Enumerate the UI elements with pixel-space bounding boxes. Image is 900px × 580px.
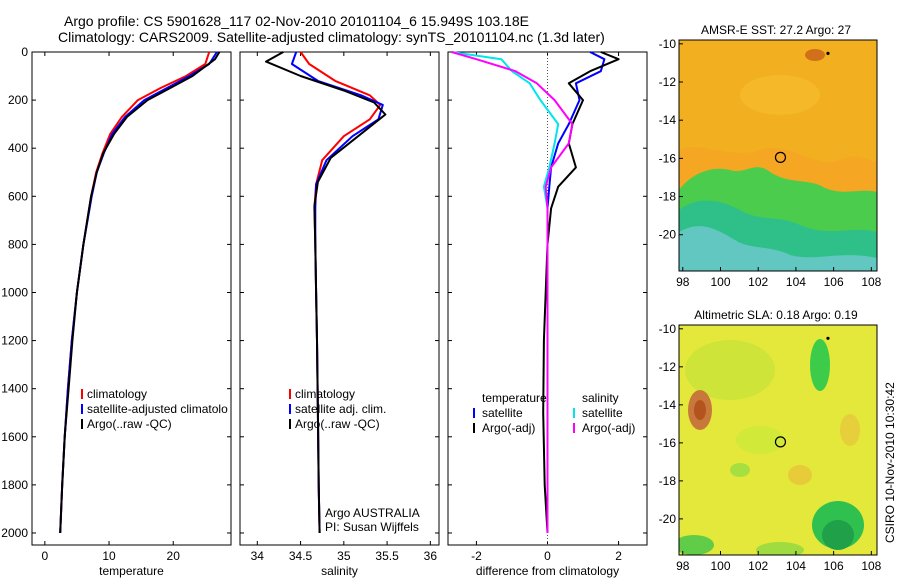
map-y-tick-label: -14 (659, 113, 677, 127)
legend-label: satellite (582, 406, 623, 420)
map-y-tick-label: -20 (659, 228, 677, 242)
y-tick-label: 400 (8, 141, 28, 155)
series-line-satellite-adjusted-climatology (59, 51, 218, 534)
map-frame-sst_map (678, 39, 878, 272)
legend-group-header: temperature (482, 391, 547, 405)
map-title-sla_map: Altimetric SLA: 0.18 Argo: 0.19 (694, 308, 858, 322)
x-tick-label-difference: 2 (615, 549, 622, 563)
title-line-1: Argo profile: CS 5901628_117 02-Nov-2010… (64, 13, 529, 29)
x-axis-label-temperature: temperature (99, 564, 164, 578)
x-tick-label-salinity: 36 (424, 549, 438, 563)
x-tick-label-temperature: 10 (102, 549, 116, 563)
y-tick-label: 0 (21, 45, 28, 59)
x-tick-label-temperature: 20 (167, 549, 181, 563)
map-y-tick-label: -18 (659, 190, 677, 204)
map-y-tick-label: -14 (659, 398, 677, 412)
legend-label: climatology (295, 387, 355, 401)
y-tick-label: 800 (8, 237, 28, 251)
x-tick-label-salinity: 34 (251, 549, 265, 563)
title-line-2: Climatology: CARS2009. Satellite-adjuste… (58, 29, 605, 45)
map-x-tick-label: 100 (710, 559, 730, 573)
map-y-tick-label: -10 (659, 322, 677, 336)
map-y-tick-label: -16 (659, 436, 677, 450)
x-tick-label-difference: -2 (471, 549, 482, 563)
map-x-tick-label: 106 (824, 275, 844, 289)
plot-frame-temperature (31, 51, 232, 546)
legend-label: satellite-adjusted climatolo (87, 402, 228, 416)
y-tick-label: 200 (8, 93, 28, 107)
chart-salinity: 34 34.5 35 35.5 36 salinity climatologysatelli… (239, 51, 440, 578)
argo-trajectory-point (826, 336, 830, 340)
chart-sla_map: Altimetric SLA: 0.18 Argo: 0.19 98 100 102 1… (659, 308, 882, 573)
legend-label: climatology (87, 387, 147, 401)
plot-frame-salinity (239, 51, 440, 546)
y-tick-label: 1000 (1, 285, 28, 299)
map-y-tick-label: -20 (659, 512, 677, 526)
sla-field (679, 325, 877, 555)
series-line-salinity-argo-adj (451, 51, 574, 533)
series-line-temperature-satellite (546, 51, 606, 533)
map-y-tick-label: -12 (659, 75, 677, 89)
legend-label: Argo(..raw -QC) (87, 417, 172, 431)
sst-field (679, 40, 877, 271)
series-line-salinity-satellite (451, 51, 560, 533)
argo-trajectory-point (826, 51, 830, 55)
legend-label: Argo(-adj) (482, 421, 535, 435)
map-y-tick-label: -16 (659, 151, 677, 165)
x-axis-label-difference: difference from climatology (476, 564, 619, 578)
y-tick-label: 2000 (1, 526, 28, 540)
y-tick-label: 600 (8, 189, 28, 203)
legend-label: satellite adj. clim. (295, 402, 386, 416)
map-x-tick-label: 98 (676, 559, 690, 573)
y-tick-label: 1200 (1, 334, 28, 348)
map-y-tick-label: -12 (659, 360, 677, 374)
annotation-text: PI: Susan Wijffels (325, 520, 419, 534)
map-x-tick-label: 106 (824, 559, 844, 573)
series-line-satellite-adj-clim (290, 51, 384, 534)
series-line-climatology (59, 51, 211, 534)
map-x-tick-label: 102 (748, 559, 768, 573)
series-line-argo-raw-qc (265, 51, 387, 534)
y-tick-label: 1400 (1, 382, 28, 396)
map-title-sst_map: AMSR-E SST: 27.2 Argo: 27 (701, 23, 851, 37)
x-tick-label-salinity: 35 (337, 549, 351, 563)
legend-group-header: salinity (582, 391, 619, 405)
map-x-tick-label: 104 (786, 275, 806, 289)
y-tick-label: 1600 (1, 430, 28, 444)
legend-label: Argo(..raw -QC) (295, 417, 380, 431)
map-x-tick-label: 104 (786, 559, 806, 573)
x-tick-label-temperature: 0 (41, 549, 48, 563)
legend-label: Argo(-adj) (582, 421, 635, 435)
chart-layer: 0 10 2002004006008001000120014001600180020… (1, 23, 881, 578)
credit-text: CSIRO 10-Nov-2010 10:30:42 (883, 382, 897, 543)
legend-label: satellite (482, 406, 523, 420)
map-x-tick-label: 100 (710, 275, 730, 289)
x-tick-label-salinity: 34.5 (289, 549, 313, 563)
argo-position-marker (774, 436, 787, 448)
argo-position-marker (774, 151, 787, 163)
chart-temperature: 0 10 2002004006008001000120014001600180020… (1, 45, 232, 578)
x-tick-label-salinity: 35.5 (375, 549, 399, 563)
map-x-tick-label: 102 (748, 275, 768, 289)
series-line-climatology (299, 51, 382, 534)
x-tick-label-difference: 0 (544, 549, 551, 563)
series-line-temperature-argo-adj (542, 51, 620, 534)
series-line-argo-raw-qc (59, 51, 221, 534)
chart-sst_map: AMSR-E SST: 27.2 Argo: 27 98 100 102 104 106 1… (659, 23, 882, 289)
map-frame-sla_map (678, 324, 878, 556)
map-x-tick-label: 98 (676, 275, 690, 289)
map-x-tick-label: 108 (861, 559, 881, 573)
map-y-tick-label: -10 (659, 37, 677, 51)
x-axis-label-salinity: salinity (321, 564, 358, 578)
annotation-text: Argo AUSTRALIA (325, 506, 420, 520)
y-tick-label: 1800 (1, 478, 28, 492)
map-y-tick-label: -18 (659, 474, 677, 488)
map-x-tick-label: 108 (861, 275, 881, 289)
